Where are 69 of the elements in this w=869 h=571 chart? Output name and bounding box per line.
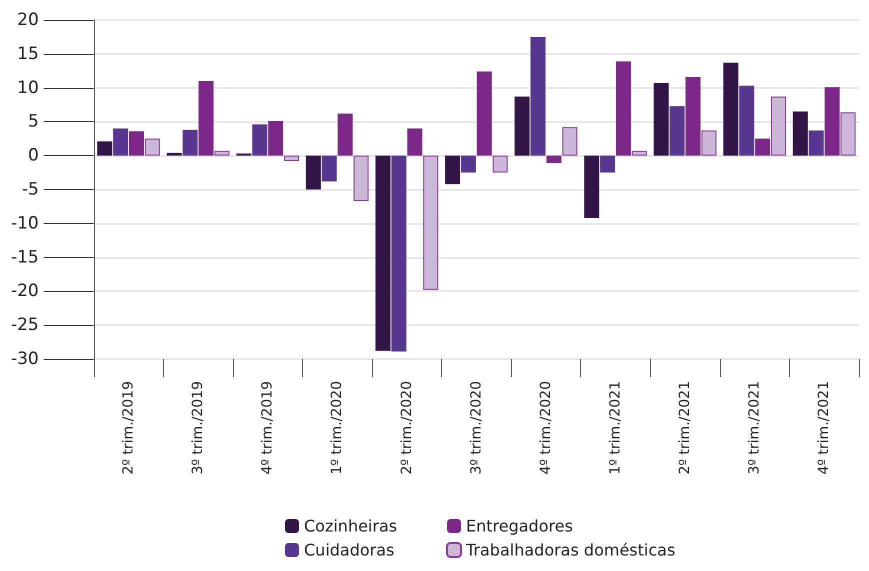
y-tick-label: -10 xyxy=(10,213,39,234)
y-tick-label: 20 xyxy=(17,10,39,30)
bar xyxy=(306,156,321,190)
bar xyxy=(530,36,546,156)
bar xyxy=(701,130,716,156)
bar xyxy=(445,156,460,184)
y-tick-label: -15 xyxy=(10,247,39,268)
bar xyxy=(546,156,562,164)
bar xyxy=(144,138,160,156)
bar xyxy=(600,156,616,173)
bar xyxy=(423,156,438,290)
bar xyxy=(338,114,353,156)
x-tick-label: 4º trim./2019 xyxy=(260,381,276,475)
bar xyxy=(840,112,856,156)
x-tick-label: 3º trim./2021 xyxy=(746,381,763,475)
legend-label: Cuidadoras xyxy=(304,540,394,560)
x-tick-label: 4º trim./2020 xyxy=(538,381,554,475)
bar xyxy=(375,156,390,351)
bar xyxy=(354,156,369,202)
y-tick-label: 5 xyxy=(28,112,39,132)
bar xyxy=(492,156,508,173)
bar xyxy=(808,130,824,156)
bar xyxy=(562,127,578,156)
y-tick-label: 0 xyxy=(28,146,39,166)
bar xyxy=(476,72,492,156)
x-tick-label: 2º trim./2019 xyxy=(120,381,137,475)
x-tick-label: 1º trim./2020 xyxy=(329,381,346,475)
bar xyxy=(129,131,144,156)
x-tick-label: 4º trim./2021 xyxy=(816,381,832,475)
bar xyxy=(166,152,182,156)
bar xyxy=(616,61,631,156)
bar xyxy=(654,83,669,156)
bar xyxy=(113,128,128,156)
bar xyxy=(514,96,530,156)
bar xyxy=(268,121,284,156)
bar xyxy=(407,128,422,156)
bar xyxy=(632,150,647,156)
bar xyxy=(252,124,268,156)
x-tick-label: 3º trim./2020 xyxy=(468,381,484,475)
bar xyxy=(824,87,840,156)
bar xyxy=(97,141,112,156)
y-tick-label: -5 xyxy=(22,180,39,200)
bar xyxy=(322,156,337,182)
x-tick-label: 2º trim./2020 xyxy=(398,381,415,475)
y-tick-label: -20 xyxy=(10,281,39,302)
y-tick-label: -30 xyxy=(10,349,39,369)
y-tick-label: 10 xyxy=(17,78,39,98)
bar xyxy=(391,156,406,352)
legend-label: Trabalhadoras domésticas xyxy=(465,540,676,560)
x-tick-label: 1º trim./2021 xyxy=(608,381,624,475)
y-tick-label: -25 xyxy=(10,315,39,336)
bar xyxy=(771,96,786,156)
bar xyxy=(214,150,230,156)
x-tick-label: 2º trim./2021 xyxy=(677,381,694,475)
bar xyxy=(792,112,808,156)
legend-label: Cozinheiras xyxy=(304,516,398,536)
bar xyxy=(755,138,770,156)
bar xyxy=(670,106,685,156)
bar xyxy=(584,156,600,218)
bar xyxy=(284,156,300,162)
y-tick-label: 15 xyxy=(17,44,39,64)
bar xyxy=(198,81,214,156)
bar xyxy=(723,62,738,156)
bar xyxy=(182,130,198,156)
x-tick-label: 3º trim./2019 xyxy=(190,381,206,475)
bar xyxy=(739,86,754,156)
bar xyxy=(460,156,476,173)
bar xyxy=(686,76,701,156)
legend-label: Entregadores xyxy=(466,516,573,536)
